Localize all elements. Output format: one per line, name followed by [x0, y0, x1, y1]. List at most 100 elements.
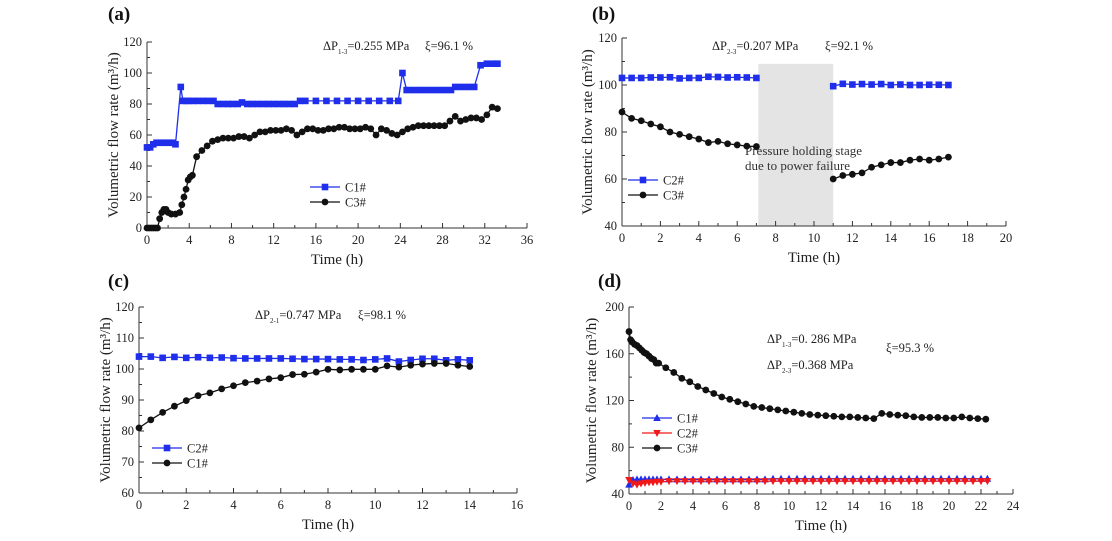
data-point — [340, 123, 348, 131]
legend-item: C1# — [310, 181, 367, 195]
panel-c: (c) 0 2 4 6 8 10 12 14 16 60 70 80 90 100 110 120 Time (h… — [98, 271, 523, 533]
series-line — [147, 63, 498, 149]
data-point — [386, 97, 394, 105]
data-point — [710, 390, 718, 397]
data-point — [685, 133, 693, 141]
data-point — [670, 369, 678, 376]
data-point — [420, 122, 427, 130]
legend-marker — [639, 176, 647, 184]
x-tick-label: 0 — [619, 231, 625, 245]
data-point — [296, 97, 304, 105]
data-point — [446, 117, 454, 125]
x-tick-label: 12 — [267, 233, 280, 247]
data-point — [929, 478, 937, 486]
data-point — [185, 97, 193, 105]
data-point — [817, 478, 825, 486]
data-point — [625, 480, 633, 488]
x-tick-label: 14 — [847, 499, 860, 513]
y-tick-label: 100 — [123, 66, 142, 80]
annotation-value: =0.747 MPa — [279, 308, 341, 322]
data-point — [733, 73, 741, 81]
x-tick-label: 8 — [325, 498, 331, 512]
data-point — [286, 100, 293, 108]
data-point — [419, 360, 426, 368]
data-point — [777, 478, 785, 486]
data-point — [416, 86, 423, 94]
data-point — [714, 73, 722, 81]
data-point — [737, 478, 745, 486]
data-point — [894, 411, 902, 419]
data-point — [618, 74, 626, 82]
legend-marker — [653, 414, 661, 421]
x-tick-label: 12 — [815, 499, 828, 513]
x-tick-label: 24 — [394, 233, 407, 247]
data-point — [210, 97, 217, 105]
data-point — [159, 354, 166, 362]
data-point — [356, 125, 364, 133]
data-point — [198, 147, 206, 154]
data-point — [312, 97, 320, 105]
x-tick-label: 14 — [885, 231, 898, 245]
annotation: ΔP2-3=0.368 MPa — [767, 358, 854, 375]
data-point — [407, 361, 415, 369]
data-point — [878, 409, 886, 417]
data-point — [414, 122, 422, 130]
x-axis-title: Time (h) — [302, 517, 354, 533]
x-tick-label: 20 — [943, 499, 956, 513]
data-point — [846, 413, 854, 421]
data-point — [705, 478, 713, 486]
data-point — [289, 371, 296, 378]
x-tick-label: 0 — [144, 233, 150, 247]
data-point — [655, 359, 662, 367]
series-C2 — [618, 73, 952, 90]
data-point — [793, 478, 801, 486]
annotation-subscript: 1-3 — [782, 341, 792, 349]
data-point — [194, 392, 202, 400]
data-point — [243, 100, 251, 108]
legend-label: C1# — [187, 457, 209, 471]
data-point — [218, 385, 226, 393]
x-tick-label: 10 — [783, 499, 796, 513]
data-point — [377, 125, 385, 133]
y-tick-label: 80 — [612, 440, 625, 454]
data-point — [325, 125, 332, 133]
data-point — [761, 478, 769, 486]
data-point — [265, 375, 273, 383]
data-point — [734, 398, 742, 406]
data-point — [270, 100, 277, 108]
region-label: due to power failure — [745, 158, 850, 173]
legend-marker — [163, 444, 171, 452]
series-C1 — [143, 60, 501, 151]
data-point — [267, 126, 274, 134]
data-point — [171, 402, 178, 410]
data-point — [766, 405, 774, 413]
data-point — [375, 97, 383, 105]
x-tick-label: 6 — [734, 231, 740, 245]
data-point — [182, 185, 190, 193]
data-point — [647, 120, 655, 128]
y-axis-title: Volumetric flow rate (m³/h) — [580, 49, 596, 214]
data-point — [204, 97, 212, 105]
y-tick-label: 80 — [130, 97, 143, 111]
data-point — [249, 100, 256, 108]
data-point — [240, 133, 248, 140]
data-point — [758, 404, 766, 411]
data-point — [625, 476, 633, 484]
data-point — [156, 215, 164, 223]
data-point — [694, 383, 702, 390]
x-tick-label: 16 — [310, 233, 323, 247]
data-point — [977, 478, 985, 486]
data-point — [906, 81, 914, 89]
data-point — [877, 161, 885, 169]
data-point — [430, 122, 438, 130]
series-C2 — [625, 476, 992, 489]
x-tick-label: 20 — [352, 233, 365, 247]
data-point — [743, 142, 751, 150]
data-point — [705, 139, 712, 146]
data-point — [422, 86, 429, 94]
y-axis-title: Volumetric flow rate (m³/h) — [106, 52, 122, 217]
data-point — [935, 81, 943, 89]
data-point — [925, 81, 933, 89]
data-point — [336, 366, 344, 374]
panel-label: (a) — [108, 4, 130, 25]
